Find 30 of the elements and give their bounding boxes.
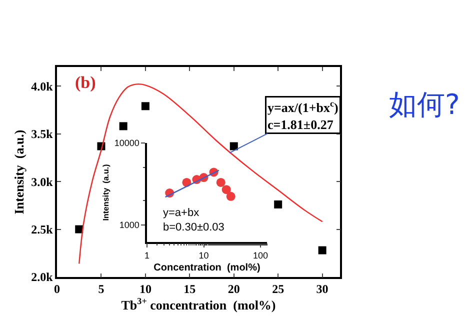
x-axis-title: Concentration (mol%) <box>154 262 260 274</box>
y-tick-label: 1000 <box>119 220 140 230</box>
point <box>230 142 238 150</box>
point <box>274 200 282 208</box>
x-tick-label: 5 <box>98 282 104 296</box>
point <box>119 122 128 130</box>
annotation: (b) <box>75 73 96 92</box>
y-axis-title: Intensity (a.u.) <box>102 164 111 221</box>
y-tick-label: 4.0k <box>31 79 54 94</box>
x-tick-label: 10 <box>139 282 152 296</box>
annotation: y=a+bx b=0.30±0.03 <box>163 207 224 234</box>
point <box>141 102 150 110</box>
y-tick-label: 10000 <box>114 138 140 148</box>
x-tick-label: 30 <box>316 282 328 296</box>
y-axis-title: Intensity (a.u.) <box>12 130 27 214</box>
x-tick-label: 20 <box>228 282 240 296</box>
x-axis-title: Tb$^{3+}$ concentration (mol%) <box>121 296 276 313</box>
y-tick-label: 2.0k <box>31 270 54 284</box>
x-tick-label: 1 <box>144 250 150 260</box>
y-tick-label: 3.0k <box>31 174 54 189</box>
annotation: y=ax/(1+bx$^{c}$) c=1.81±0.27 <box>268 98 338 132</box>
x-tick-label: 100 <box>253 250 268 260</box>
text: 如何? <box>389 88 460 121</box>
x-tick-label: 10 <box>198 250 209 260</box>
x-tick-label: 25 <box>272 282 284 296</box>
y-tick-label: 3.5k <box>31 127 54 142</box>
x-tick-label: 15 <box>184 282 196 296</box>
point <box>318 246 326 254</box>
x-tick-label: 0 <box>54 282 60 296</box>
y-tick-label: 2.5k <box>31 222 54 236</box>
